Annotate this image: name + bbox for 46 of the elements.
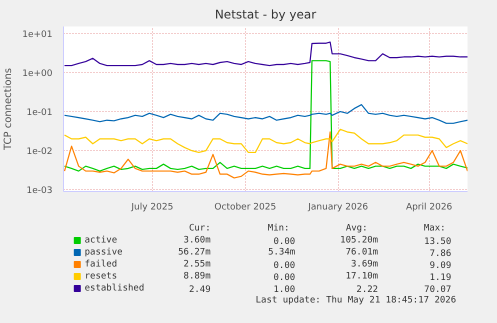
text: Max: [424, 224, 446, 234]
text: 56.27m [178, 248, 211, 258]
line-series [64, 128, 468, 154]
text: Cur: [188, 224, 211, 234]
text: 0.00 [273, 273, 296, 283]
text: 76.01m [346, 248, 378, 258]
y-tick-label: 1e-03 [26, 186, 53, 196]
text: 7.86 [430, 249, 452, 259]
text: 0.00 [273, 237, 296, 247]
line-series [64, 60, 468, 172]
y-tick-label: 1e+00 [22, 68, 53, 79]
text: 2.49 [188, 285, 211, 295]
text: 3.60m [184, 236, 211, 246]
text: 3.69m [350, 260, 378, 270]
text: 70.07 [424, 285, 452, 295]
text: 1.19 [430, 273, 452, 283]
y-tick-label: 1e+01 [22, 30, 53, 40]
chart-title: Netstat - by year [214, 8, 316, 22]
y-axis-title: TCP connections [3, 68, 14, 152]
text: 8.89m [184, 272, 211, 282]
x-tick-label: January 2026 [307, 202, 368, 212]
legend-label: passive [84, 248, 123, 258]
y-tick-label: 1e-02 [26, 147, 53, 158]
text: 5.34m [268, 248, 296, 258]
text: Min: [268, 224, 290, 234]
text: Avg: [346, 224, 368, 234]
line-series [64, 131, 468, 179]
text: Last update: Thu May 21 18:45:17 2026 [256, 296, 456, 306]
legend-label: active [84, 236, 118, 246]
legend-label: failed [84, 260, 118, 270]
y-tick-label: 1e-01 [26, 108, 53, 118]
text: 2.55m [184, 260, 211, 270]
x-tick-label: April 2026 [406, 202, 453, 212]
legend-label: resets [84, 272, 118, 282]
text: 17.10m [346, 272, 378, 282]
x-tick-label: October 2025 [214, 202, 276, 212]
text: 9.09 [430, 261, 452, 271]
text: 13.50 [424, 237, 452, 247]
line-series [64, 104, 468, 124]
line-series [64, 41, 468, 66]
x-tick-label: July 2025 [130, 202, 174, 212]
text: 2.22 [356, 285, 378, 295]
legend-label: established [84, 284, 144, 294]
text: 1.00 [273, 285, 296, 295]
text: 105.20m [340, 236, 378, 246]
text: 0.00 [273, 261, 296, 271]
